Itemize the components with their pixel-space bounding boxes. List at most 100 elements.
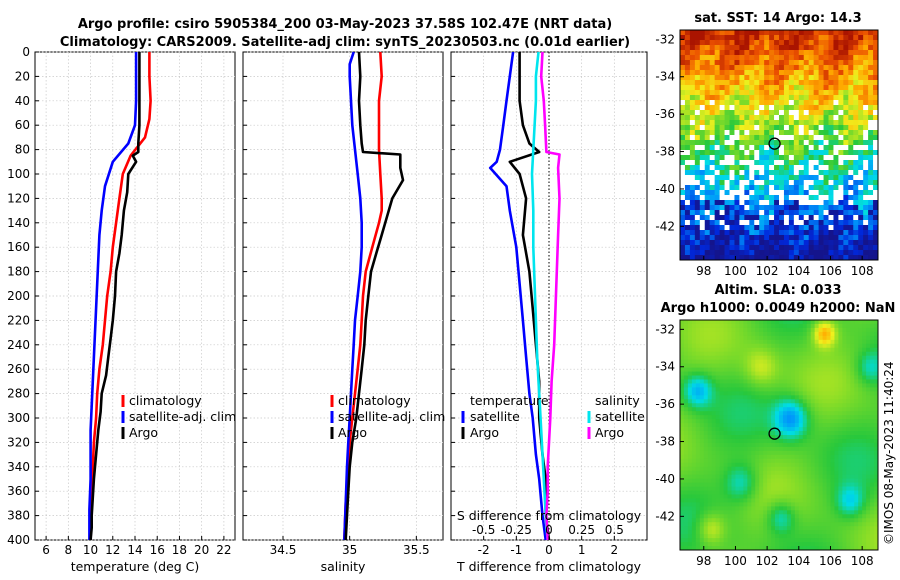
sst-cell — [729, 245, 735, 251]
sla-cell — [830, 482, 835, 487]
sst-cell — [729, 50, 735, 56]
sla-cell — [751, 399, 756, 404]
sla-cell — [842, 343, 847, 349]
sla-cell — [707, 510, 713, 515]
sla-cell — [755, 490, 760, 495]
sla-cell — [810, 490, 816, 495]
sla-cell — [862, 442, 867, 448]
sla-cell — [814, 478, 819, 483]
sst-cell — [764, 55, 770, 61]
sla-cell — [822, 431, 827, 436]
sla-cell — [703, 498, 709, 503]
sst-cell — [848, 240, 854, 246]
sla-cell — [751, 355, 756, 361]
sst-cell — [719, 155, 725, 161]
sla-cell — [826, 391, 831, 396]
sla-cell — [830, 494, 835, 499]
sla-cell — [719, 391, 724, 396]
sla-cell — [826, 478, 831, 483]
sla-cell — [703, 490, 709, 495]
x-tick-label: 35 — [342, 543, 357, 557]
sst-cell — [783, 80, 790, 86]
sla-cell — [842, 502, 847, 507]
sla-cell — [715, 331, 720, 337]
sst-cell — [764, 95, 770, 101]
sla-cell — [735, 494, 740, 499]
sla-cell — [826, 518, 831, 523]
sst-cell — [729, 115, 735, 121]
sla-cell — [747, 391, 752, 396]
sst-cell — [719, 175, 725, 181]
sla-cell — [691, 335, 697, 341]
sla-cell — [822, 419, 827, 424]
sla-cell — [699, 359, 705, 365]
sla-cell — [771, 494, 776, 499]
sst-cell — [783, 135, 790, 141]
sst-cell — [798, 150, 805, 156]
sla-cell — [687, 522, 693, 527]
sla-cell — [759, 431, 764, 436]
sla-cell — [743, 403, 748, 408]
sst-cell — [724, 75, 730, 81]
sla-cell — [723, 343, 728, 349]
sla-cell — [703, 522, 709, 527]
sla-cell — [691, 347, 697, 353]
sla-cell — [763, 446, 768, 452]
sst-cell — [813, 35, 819, 41]
sla-cell — [775, 474, 780, 480]
sst-cell — [793, 135, 800, 141]
sla-cell — [866, 482, 871, 487]
sla-cell — [703, 470, 709, 476]
sla-cell — [767, 359, 772, 365]
sla-cell — [842, 446, 847, 452]
sla-cell — [699, 442, 705, 448]
sla-cell — [794, 462, 800, 468]
sla-cell — [798, 407, 804, 412]
sst-cell — [803, 30, 810, 36]
sst-cell — [734, 55, 740, 61]
sla-cell — [727, 427, 732, 432]
sst-cell — [749, 190, 755, 196]
sla-cell — [830, 526, 835, 531]
sla-cell — [854, 538, 859, 543]
sst-cell — [848, 200, 854, 206]
sla-cell — [842, 498, 847, 503]
sla-cell — [763, 486, 768, 491]
sla-cell — [782, 542, 788, 547]
sla-cell — [814, 387, 819, 392]
sla-cell — [822, 351, 827, 357]
sst-cell — [818, 135, 824, 141]
sla-cell — [707, 502, 713, 507]
sla-cell — [842, 367, 847, 372]
sla-cell — [838, 423, 843, 428]
sst-cell — [833, 160, 839, 166]
sla-cell — [818, 510, 823, 515]
sst-cell — [868, 170, 874, 176]
sla-cell — [842, 506, 847, 511]
sst-cell — [783, 210, 790, 216]
sla-cell — [703, 442, 709, 448]
sla-cell — [834, 347, 839, 353]
sla-cell — [703, 335, 709, 341]
sla-cell — [767, 347, 772, 353]
sst-cell — [828, 35, 834, 41]
sla-cell — [775, 442, 780, 448]
sst-cell — [818, 140, 824, 146]
sst-cell — [684, 65, 691, 71]
sst-cell — [689, 65, 696, 71]
sla-cell — [699, 454, 705, 460]
sst-cell — [783, 205, 790, 211]
sla-cell — [854, 458, 859, 464]
sla-cell — [759, 327, 764, 333]
sst-cell — [739, 85, 745, 91]
sla-cell — [782, 335, 788, 341]
sla-cell — [763, 359, 768, 365]
sla-cell — [846, 379, 851, 384]
sst-cell — [739, 235, 745, 241]
sst-cell — [724, 30, 730, 36]
sla-cell — [751, 403, 756, 408]
sla-cell — [830, 458, 835, 464]
sla-cell — [699, 510, 705, 515]
sst-cell — [818, 90, 824, 96]
sla-cell — [779, 379, 784, 384]
